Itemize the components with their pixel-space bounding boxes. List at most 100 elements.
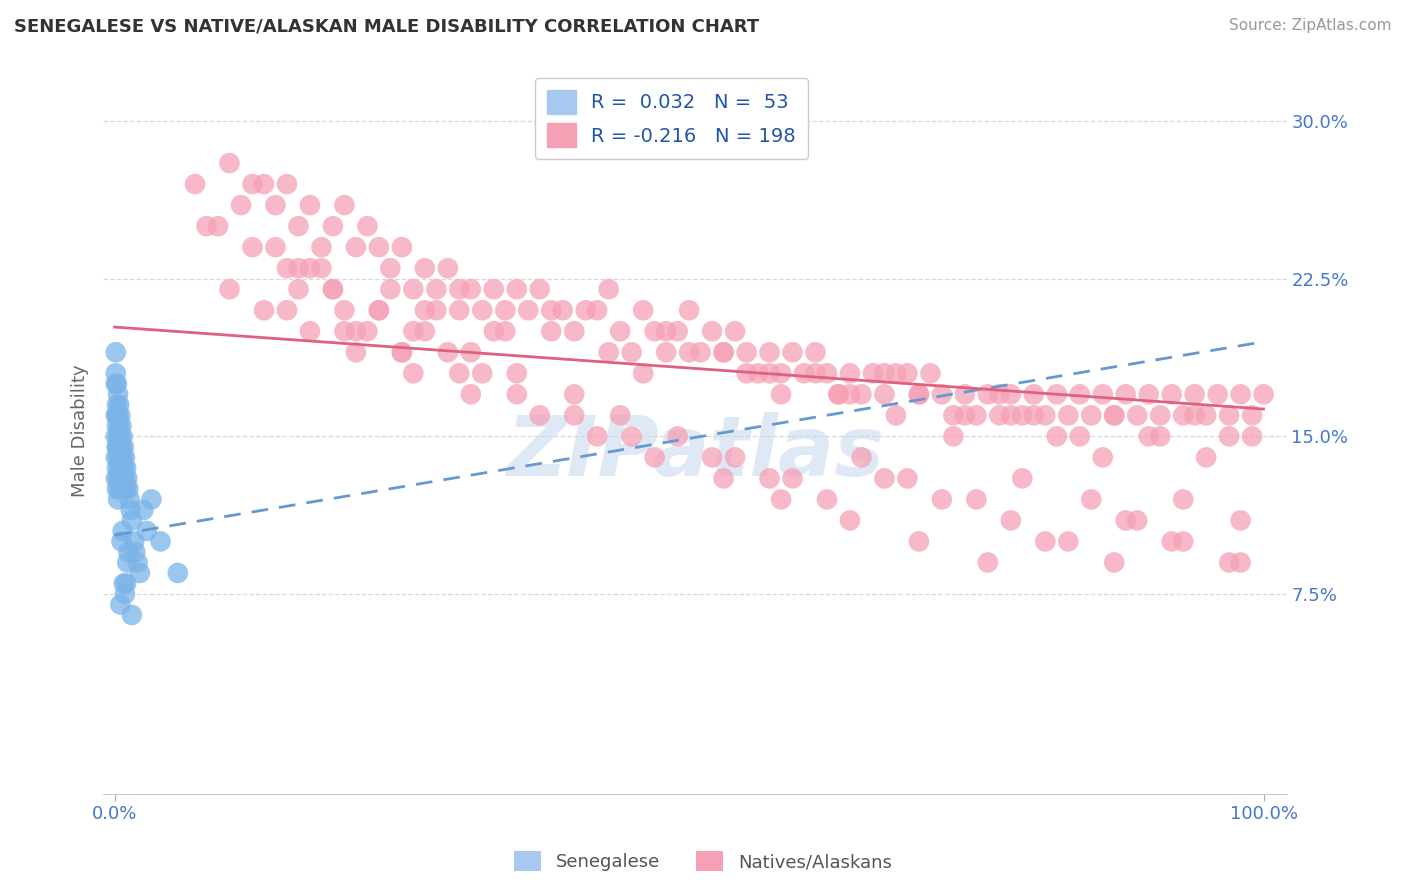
Point xyxy=(758,345,780,359)
Point xyxy=(884,366,907,380)
Point xyxy=(713,471,735,485)
Point xyxy=(287,219,309,234)
Point xyxy=(977,556,1000,570)
Point xyxy=(839,513,862,527)
Point xyxy=(758,471,780,485)
Point xyxy=(367,303,389,318)
Point xyxy=(117,471,139,485)
Legend: Senegalese, Natives/Alaskans: Senegalese, Natives/Alaskans xyxy=(508,844,898,879)
Point xyxy=(1046,429,1069,443)
Point xyxy=(551,303,574,318)
Point xyxy=(931,492,953,507)
Point xyxy=(1137,387,1160,401)
Point xyxy=(471,366,494,380)
Point xyxy=(804,345,827,359)
Point xyxy=(120,503,142,517)
Point xyxy=(105,376,128,391)
Point xyxy=(135,524,157,538)
Point xyxy=(482,324,505,338)
Point xyxy=(666,324,689,338)
Point xyxy=(700,450,723,465)
Point xyxy=(713,345,735,359)
Point xyxy=(896,471,918,485)
Point xyxy=(110,440,132,454)
Point xyxy=(953,387,976,401)
Point xyxy=(575,303,598,318)
Point xyxy=(105,418,128,433)
Point xyxy=(344,345,367,359)
Point xyxy=(356,324,378,338)
Point xyxy=(110,429,132,443)
Point xyxy=(644,324,666,338)
Point xyxy=(529,409,551,423)
Point xyxy=(598,345,620,359)
Point xyxy=(104,471,127,485)
Point xyxy=(1033,534,1056,549)
Point xyxy=(793,366,815,380)
Point xyxy=(1160,534,1182,549)
Point xyxy=(1080,409,1102,423)
Point xyxy=(655,345,678,359)
Point xyxy=(264,240,287,254)
Point xyxy=(425,303,447,318)
Point xyxy=(1057,534,1080,549)
Point xyxy=(105,440,128,454)
Point xyxy=(117,482,139,496)
Point xyxy=(1022,409,1045,423)
Point xyxy=(110,418,132,433)
Point xyxy=(1184,409,1206,423)
Point xyxy=(460,387,482,401)
Point xyxy=(287,282,309,296)
Point xyxy=(942,409,965,423)
Point xyxy=(965,492,987,507)
Point xyxy=(117,556,139,570)
Point xyxy=(908,387,931,401)
Point xyxy=(655,324,678,338)
Point xyxy=(666,429,689,443)
Point xyxy=(1091,450,1114,465)
Point xyxy=(115,482,138,496)
Point xyxy=(735,345,758,359)
Y-axis label: Male Disability: Male Disability xyxy=(72,365,89,498)
Point xyxy=(700,324,723,338)
Point xyxy=(322,219,344,234)
Point xyxy=(586,429,609,443)
Point xyxy=(298,324,321,338)
Legend: R =  0.032   N =  53, R = -0.216   N = 198: R = 0.032 N = 53, R = -0.216 N = 198 xyxy=(534,78,807,159)
Point xyxy=(1173,492,1195,507)
Point xyxy=(391,240,413,254)
Point xyxy=(1102,409,1125,423)
Point xyxy=(437,261,460,276)
Point xyxy=(104,376,127,391)
Point xyxy=(529,282,551,296)
Point xyxy=(724,450,747,465)
Point xyxy=(127,556,149,570)
Point xyxy=(110,471,132,485)
Point xyxy=(1149,409,1171,423)
Point xyxy=(449,366,471,380)
Point xyxy=(724,324,747,338)
Point xyxy=(242,240,264,254)
Point xyxy=(128,566,150,580)
Point xyxy=(1173,534,1195,549)
Point xyxy=(449,282,471,296)
Point xyxy=(942,429,965,443)
Text: SENEGALESE VS NATIVE/ALASKAN MALE DISABILITY CORRELATION CHART: SENEGALESE VS NATIVE/ALASKAN MALE DISABI… xyxy=(14,18,759,36)
Point xyxy=(1218,429,1240,443)
Point xyxy=(931,387,953,401)
Point xyxy=(540,303,562,318)
Point xyxy=(769,366,792,380)
Point xyxy=(298,198,321,212)
Point xyxy=(678,303,700,318)
Point xyxy=(112,576,135,591)
Point xyxy=(620,345,643,359)
Point xyxy=(735,366,758,380)
Point xyxy=(562,387,585,401)
Point xyxy=(287,261,309,276)
Point xyxy=(110,461,132,475)
Point xyxy=(988,409,1011,423)
Point xyxy=(1011,409,1033,423)
Point xyxy=(218,282,240,296)
Point xyxy=(609,409,631,423)
Point xyxy=(333,303,356,318)
